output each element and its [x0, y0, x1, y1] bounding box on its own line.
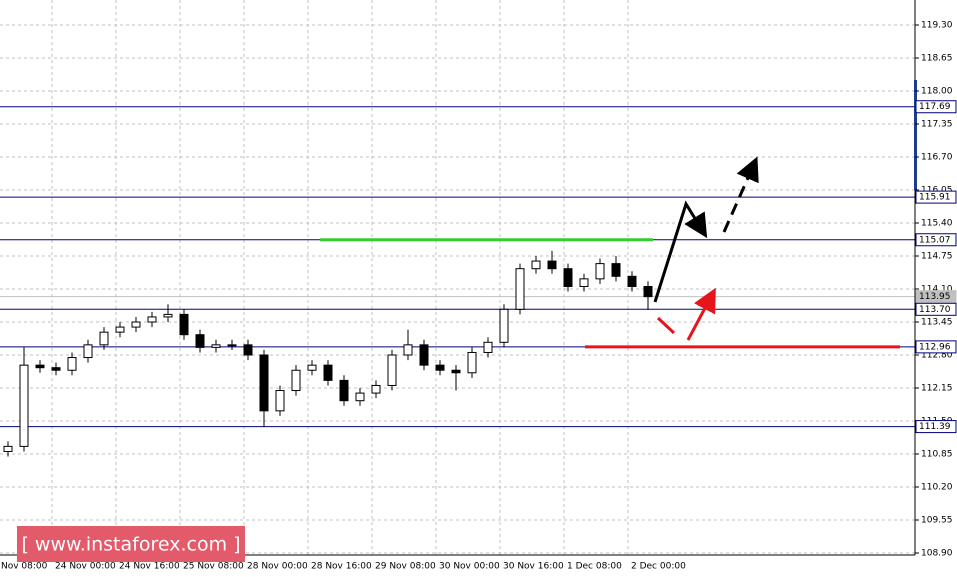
candle-body: [3, 445, 13, 452]
candle-body: [547, 260, 557, 270]
candle-body: [179, 313, 189, 336]
candle-body: [499, 308, 509, 343]
candle-body: [627, 275, 637, 287]
alt-forecast-arrow: [686, 287, 716, 341]
forecast-arrow: [653, 200, 708, 303]
candle-body: [307, 364, 317, 371]
candle-body: [115, 326, 125, 333]
forecast-arrow: [722, 156, 759, 233]
x-tick-label: 28 Nov 00:00: [247, 562, 308, 572]
level-label-box: [915, 100, 957, 114]
alt-forecast-arrow: [656, 316, 676, 335]
level-label-box: [915, 190, 957, 204]
candle-body: [563, 268, 573, 287]
watermark-box: [17, 526, 245, 562]
y-tick-label: 113.45: [921, 318, 953, 328]
y-tick-label: 112.15: [921, 384, 953, 394]
candle-body: [19, 364, 29, 447]
level-label: 117.69: [919, 102, 951, 112]
y-tick-label: 109.55: [921, 516, 953, 526]
candle-body: [243, 344, 253, 356]
x-tick-label: 24 Nov 00:00: [55, 562, 116, 572]
y-tick-label: 112.80: [921, 351, 953, 361]
y-tick-label: 118.65: [921, 54, 953, 64]
candle-body: [579, 278, 589, 287]
candle-body: [435, 364, 445, 371]
candle-body: [451, 369, 461, 374]
x-tick-label: Nov 08:00: [1, 562, 48, 572]
x-tick-label: 30 Nov 00:00: [439, 562, 500, 572]
candle-body: [35, 364, 45, 369]
candle-body: [83, 344, 93, 359]
y-tick-label: 116.70: [921, 153, 953, 163]
indicator-bar: [914, 80, 917, 190]
candle-body: [131, 321, 141, 328]
watermark: [ www.instaforex.com ]: [21, 534, 240, 556]
x-tick-label: 29 Nov 08:00: [375, 562, 436, 572]
y-tick-label: 117.35: [921, 120, 953, 130]
candle-body: [403, 344, 413, 356]
candle-body: [259, 354, 269, 412]
candle-body: [291, 369, 301, 392]
y-tick-label: 110.85: [921, 450, 953, 460]
candle-body: [99, 331, 109, 346]
candle-body: [371, 384, 381, 394]
candle-body: [467, 351, 477, 374]
y-tick-label: 108.90: [921, 549, 953, 559]
candles: [3, 250, 653, 457]
x-tick-label: 28 Nov 16:00: [311, 562, 372, 572]
candle-body: [339, 379, 349, 402]
y-tick-label: 118.00: [921, 87, 953, 97]
level-label: 115.07: [919, 235, 951, 245]
level-label: 113.95: [919, 292, 951, 302]
y-tick-label: 119.30: [921, 21, 953, 31]
x-tick-label: 24 Nov 16:00: [119, 562, 180, 572]
candle-body: [275, 390, 285, 412]
candle-body: [51, 367, 61, 371]
x-tick-label: 1 Dec 08:00: [567, 562, 622, 572]
level-label-box: [915, 340, 957, 354]
y-tick-label: 114.10: [921, 285, 953, 295]
level-label: 112.96: [919, 342, 951, 352]
candle-body: [531, 260, 541, 270]
candle-body: [323, 364, 333, 381]
level-label-box: [915, 420, 957, 434]
candle-body: [515, 268, 525, 310]
candle-body: [643, 285, 653, 298]
level-label: 111.39: [919, 422, 951, 432]
level-label: 115.91: [919, 193, 951, 203]
candle-body: [195, 334, 205, 348]
level-label-box: [915, 302, 957, 316]
y-tick-label: 110.20: [921, 483, 953, 493]
level-label-box: [915, 290, 957, 304]
candle-body: [419, 344, 429, 366]
y-tick-label: 116.05: [921, 186, 953, 196]
candle-body: [67, 357, 77, 371]
candle-body: [147, 316, 157, 323]
levels: [0, 106, 915, 428]
y-tick-label: 114.75: [921, 252, 953, 262]
candle-body: [163, 313, 173, 318]
candle-body: [611, 263, 621, 277]
level-label-box: [915, 233, 957, 247]
candle-body: [227, 344, 237, 347]
candle-body: [211, 344, 221, 348]
y-tick-label: 115.40: [921, 219, 953, 229]
candle-body: [595, 263, 605, 280]
candle-body: [483, 341, 493, 353]
candle-body: [355, 392, 365, 402]
level-label: 113.70: [919, 305, 951, 315]
grid: [0, 0, 915, 555]
x-tick-label: 25 Nov 08:00: [183, 562, 244, 572]
candle-body: [387, 354, 397, 386]
x-tick-label: 2 Dec 00:00: [631, 562, 686, 572]
x-tick-label: 30 Nov 16:00: [503, 562, 564, 572]
